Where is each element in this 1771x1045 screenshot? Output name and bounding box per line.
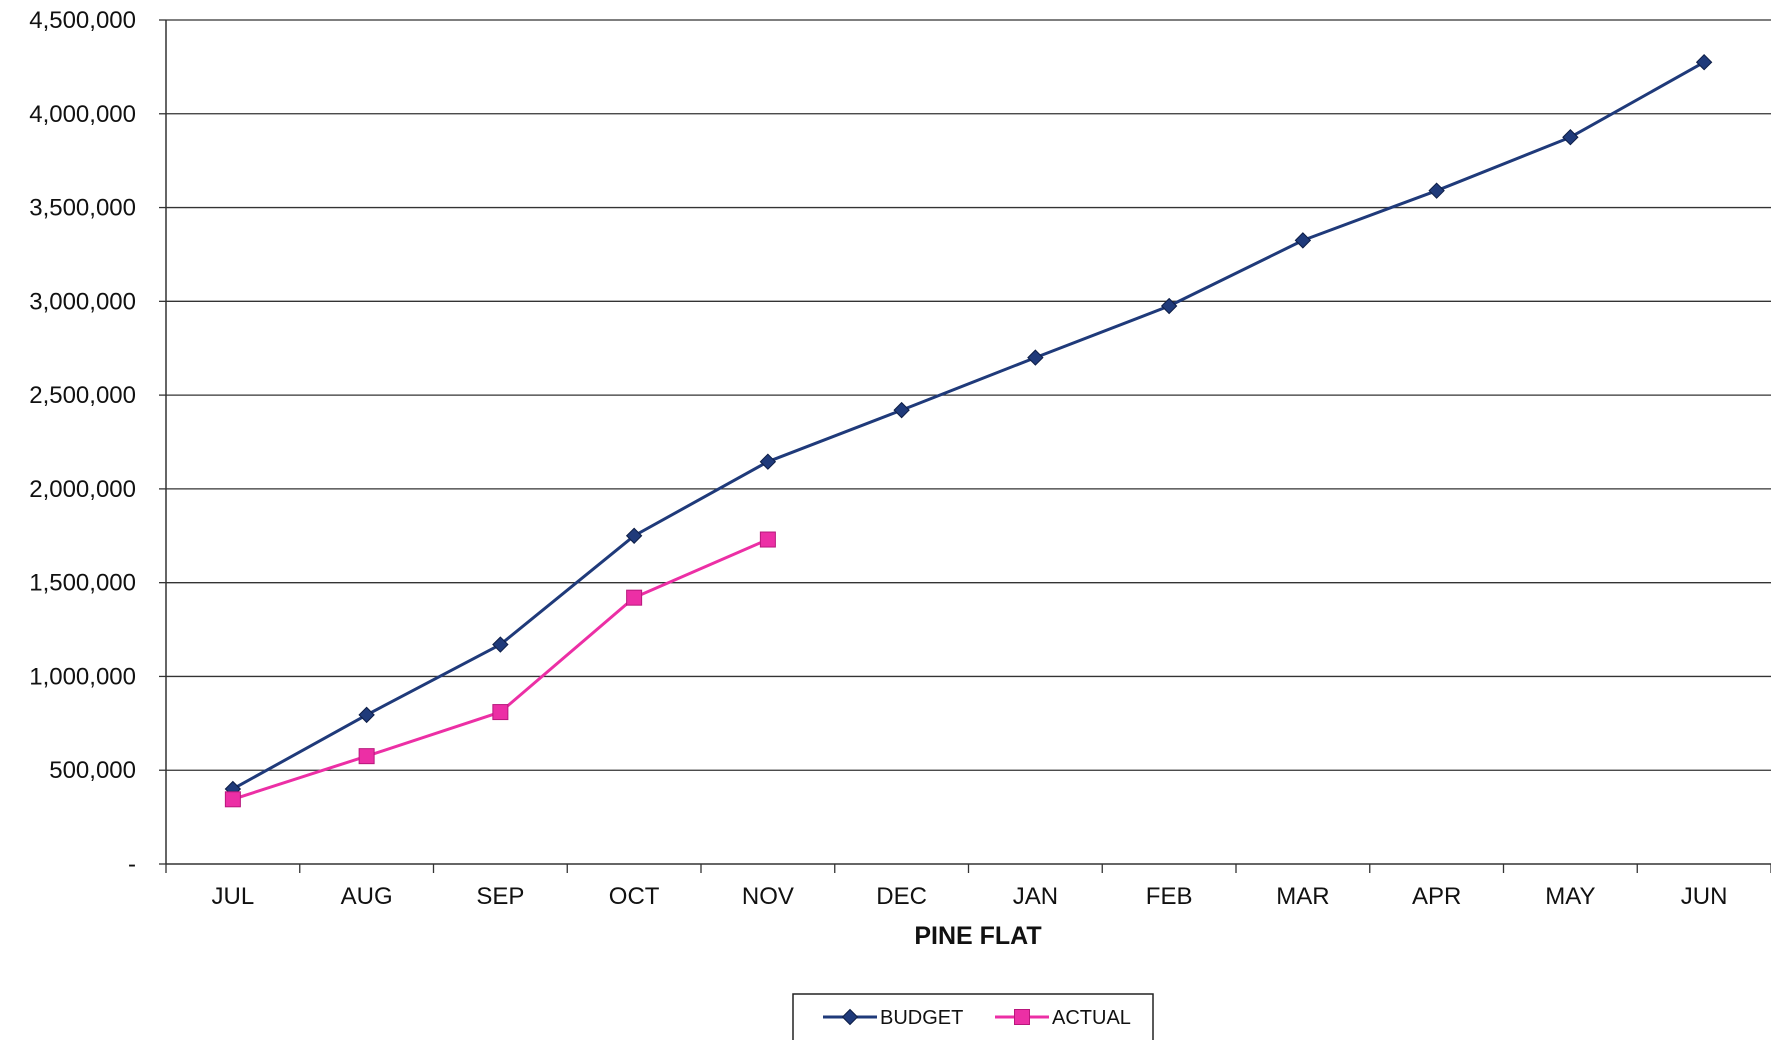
legend-swatch-marker [1014, 1009, 1030, 1025]
x-tick-label: MAR [1276, 883, 1329, 910]
x-tick-label: FEB [1146, 883, 1193, 910]
series-line-budget [232, 60, 1705, 791]
data-point-budget [893, 401, 910, 419]
y-tick-label: 4,000,000 [29, 101, 136, 128]
x-tick-label: APR [1412, 883, 1461, 910]
y-tick-label: 1,500,000 [29, 570, 136, 597]
legend-label: ACTUAL [1052, 1007, 1131, 1029]
x-tick-label: NOV [742, 883, 794, 910]
x-tick-label: JUL [212, 883, 255, 910]
y-tick-label: 3,000,000 [29, 288, 136, 315]
data-point-budget [492, 636, 509, 653]
data-point-budget [1695, 53, 1713, 71]
x-tick-label: SEP [476, 883, 524, 910]
y-tick-label: 1,000,000 [29, 663, 136, 690]
series-actual [224, 531, 776, 808]
x-tick-label: MAY [1545, 883, 1595, 910]
y-tick-label: 2,000,000 [29, 476, 136, 503]
data-point-budget [1160, 297, 1178, 315]
data-point-actual [626, 589, 643, 606]
x-tick-label: DEC [876, 883, 927, 910]
x-tick-label: JAN [1013, 883, 1058, 910]
data-point-budget [1428, 182, 1445, 199]
legend-box [792, 993, 1154, 1043]
y-tick-label: 2,500,000 [29, 382, 136, 409]
axes [159, 19, 1771, 873]
legend-item-budget: BUDGET [823, 1007, 963, 1029]
data-point-budget [759, 453, 777, 470]
data-point-actual [492, 704, 509, 721]
x-tick-labels: JUL AUG SEP OCT NOV DEC JAN FEB MAR APR MAY JUN [212, 883, 1728, 910]
gridlines [166, 19, 1771, 771]
series-budget [224, 53, 1713, 798]
data-point-budget [625, 527, 643, 544]
data-point-actual [759, 531, 776, 548]
data-point-budget [358, 706, 375, 724]
legend-label: BUDGET [880, 1007, 963, 1029]
series [224, 53, 1713, 808]
legend-swatch-marker [841, 1008, 859, 1026]
y-tick-label: 500,000 [49, 757, 136, 784]
data-point-budget [1294, 232, 1312, 249]
series-line-actual [232, 538, 769, 801]
y-tick-label: - [128, 851, 136, 878]
legend-items: BUDGET ACTUAL [823, 1007, 1131, 1029]
x-axis-title: PINE FLAT [914, 922, 1041, 950]
x-tick-label: OCT [609, 883, 660, 910]
data-point-actual [224, 791, 241, 808]
y-tick-labels: - 500,000 1,000,000 1,500,000 2,000,000 2,500… [29, 7, 136, 878]
legend: BUDGET ACTUAL [792, 993, 1154, 1043]
x-tick-label: JUN [1681, 883, 1728, 910]
y-tick-label: 3,500,000 [29, 195, 136, 222]
legend-item-actual: ACTUAL [995, 1007, 1131, 1029]
x-tick-label: AUG [341, 883, 393, 910]
data-point-actual [358, 748, 375, 765]
y-tick-label: 4,500,000 [29, 7, 136, 34]
data-point-budget [1562, 129, 1579, 146]
data-point-budget [1027, 349, 1044, 366]
